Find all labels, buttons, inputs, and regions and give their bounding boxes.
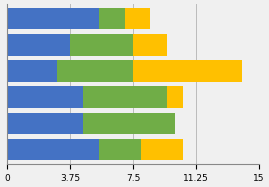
Bar xyxy=(7,60,58,82)
Bar xyxy=(7,8,100,29)
Bar xyxy=(167,87,183,108)
Bar xyxy=(83,113,175,134)
Bar xyxy=(58,60,133,82)
Bar xyxy=(7,87,83,108)
Bar xyxy=(7,34,70,56)
Bar xyxy=(141,139,183,160)
Bar xyxy=(100,8,125,29)
Bar xyxy=(100,139,141,160)
Bar xyxy=(83,87,167,108)
Bar xyxy=(125,8,150,29)
Bar xyxy=(133,34,167,56)
Bar xyxy=(70,34,133,56)
Bar xyxy=(7,139,100,160)
Bar xyxy=(7,113,83,134)
Bar xyxy=(133,60,242,82)
